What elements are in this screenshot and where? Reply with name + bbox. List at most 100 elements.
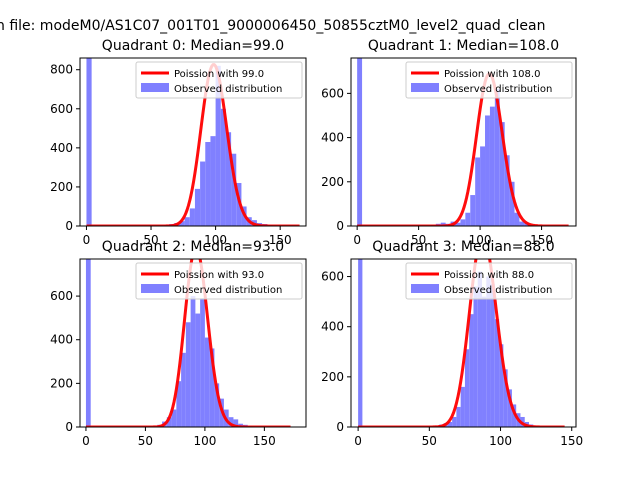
histogram-bar	[205, 142, 211, 226]
legend-patch-swatch	[411, 83, 439, 92]
axes-frame	[79, 258, 307, 428]
quadrant-2-plot: Quadrant 2: Median=93.0 0 50 100 150 0 200 400 6…	[50, 239, 307, 448]
histogram-bar	[477, 271, 483, 427]
axes-frame	[350, 57, 577, 227]
x-tick-label: 0	[83, 233, 91, 247]
legend-patch-swatch	[411, 284, 439, 293]
axes-frame	[79, 57, 307, 227]
histogram-bar	[514, 212, 520, 226]
x-tick-label: 100	[469, 233, 492, 247]
plot-area	[358, 259, 565, 427]
histogram-bar	[482, 296, 487, 427]
legend: Poission with 88.0 Observed distribution	[405, 262, 573, 300]
y-tick-label: 400	[50, 141, 73, 155]
y-tick-label: 200	[50, 376, 73, 390]
quadrant-3-plot: Quadrant 3: Median=88.0 0 50 100 150 0 200 400 6…	[321, 239, 583, 448]
y-tick-label: 400	[321, 131, 344, 145]
x-tick-label: 0	[82, 434, 90, 448]
histogram-bar	[204, 337, 210, 427]
legend-label-fit: Poission with 93.0	[174, 270, 264, 281]
histogram-bar	[455, 222, 461, 226]
histogram-bar	[504, 155, 510, 226]
histogram-bar	[519, 221, 525, 226]
histogram-bar	[465, 212, 471, 226]
histogram-bar	[464, 349, 470, 427]
histogram-bar	[210, 136, 216, 226]
y-tick-label: 600	[321, 270, 344, 284]
legend-label-fit: Poission with 108.0	[444, 69, 540, 80]
histogram-bar	[511, 404, 517, 427]
figure-suptitle: n file: modeM0/AS1C07_001T01_9000006450_…	[0, 18, 545, 34]
legend-box	[405, 61, 573, 99]
histogram-bar	[85, 259, 91, 427]
histogram-bar	[480, 146, 486, 226]
histogram-bar	[176, 381, 182, 427]
y-tick-label: 800	[50, 63, 73, 77]
y-tick-label: 0	[336, 219, 344, 233]
quadrant-1-title: Quadrant 1: Median=108.0	[368, 38, 559, 54]
axes-frame	[350, 258, 577, 428]
histogram-bar	[503, 369, 508, 427]
subplot-grid: Quadrant 0: Median=99.0 0 50 100 150 0 200 400 6…	[50, 38, 583, 448]
x-tick-label: 50	[138, 434, 153, 448]
y-tick-label: 600	[50, 102, 73, 116]
histogram-bar	[490, 284, 495, 427]
histogram-bar	[469, 314, 474, 427]
histogram-bar	[499, 122, 505, 226]
quadrant-2-title: Quadrant 2: Median=93.0	[102, 239, 284, 255]
poisson-fit-line	[356, 72, 569, 226]
histogram-bar	[475, 157, 481, 226]
histogram-bar	[470, 195, 476, 226]
legend-box	[135, 262, 303, 300]
histogram-bar	[507, 389, 512, 427]
x-tick-label: 100	[489, 434, 512, 448]
histogram-bar	[195, 313, 201, 427]
y-tick-label: 200	[321, 175, 344, 189]
histogram-bar	[447, 421, 453, 427]
histogram-bar	[460, 219, 466, 226]
legend-label-observed: Observed distribution	[174, 285, 282, 296]
histogram-bar	[456, 406, 461, 427]
x-tick-label: 0	[353, 233, 361, 247]
histogram-bar	[184, 217, 190, 226]
legend: Poission with 108.0 Observed distribution	[405, 61, 573, 99]
histogram-bar	[171, 409, 177, 427]
histogram-bar	[233, 419, 239, 427]
histogram-bar	[509, 181, 515, 226]
legend: Poission with 99.0 Observed distribution	[135, 61, 303, 99]
y-tick-label: 0	[65, 420, 73, 434]
y-tick-label: 400	[50, 333, 73, 347]
histogram-bar	[486, 276, 491, 427]
histogram-bar	[489, 106, 495, 226]
histogram-bar	[485, 115, 490, 226]
histogram-bar	[473, 286, 478, 427]
x-tick-label: 150	[269, 233, 292, 247]
histogram-bar	[220, 108, 226, 226]
poisson-fit-line	[358, 259, 565, 427]
x-tick-label: 150	[560, 434, 583, 448]
x-tick-label: 0	[354, 434, 362, 448]
histogram-bar	[358, 259, 363, 427]
histogram-bar	[215, 65, 221, 226]
histogram-bar	[231, 153, 237, 226]
histogram-bar	[189, 208, 195, 226]
legend-label-fit: Poission with 88.0	[444, 270, 534, 281]
legend-label-observed: Observed distribution	[174, 84, 282, 95]
x-tick-label: 50	[422, 434, 437, 448]
x-tick-label: 50	[411, 233, 426, 247]
x-tick-label: 150	[253, 434, 276, 448]
y-tick-label: 600	[321, 86, 344, 100]
histogram-bar	[460, 386, 465, 427]
histogram-bar	[200, 161, 206, 226]
y-tick-label: 600	[50, 289, 73, 303]
plot-area	[356, 58, 569, 226]
legend-box	[405, 262, 573, 300]
histogram-bar	[494, 319, 500, 427]
y-tick-label: 0	[336, 420, 344, 434]
x-tick-label: 100	[193, 434, 216, 448]
legend-label-observed: Observed distribution	[444, 84, 552, 95]
histogram-bar	[181, 352, 186, 427]
legend-box	[135, 61, 303, 99]
legend-label-observed: Observed distribution	[444, 285, 552, 296]
